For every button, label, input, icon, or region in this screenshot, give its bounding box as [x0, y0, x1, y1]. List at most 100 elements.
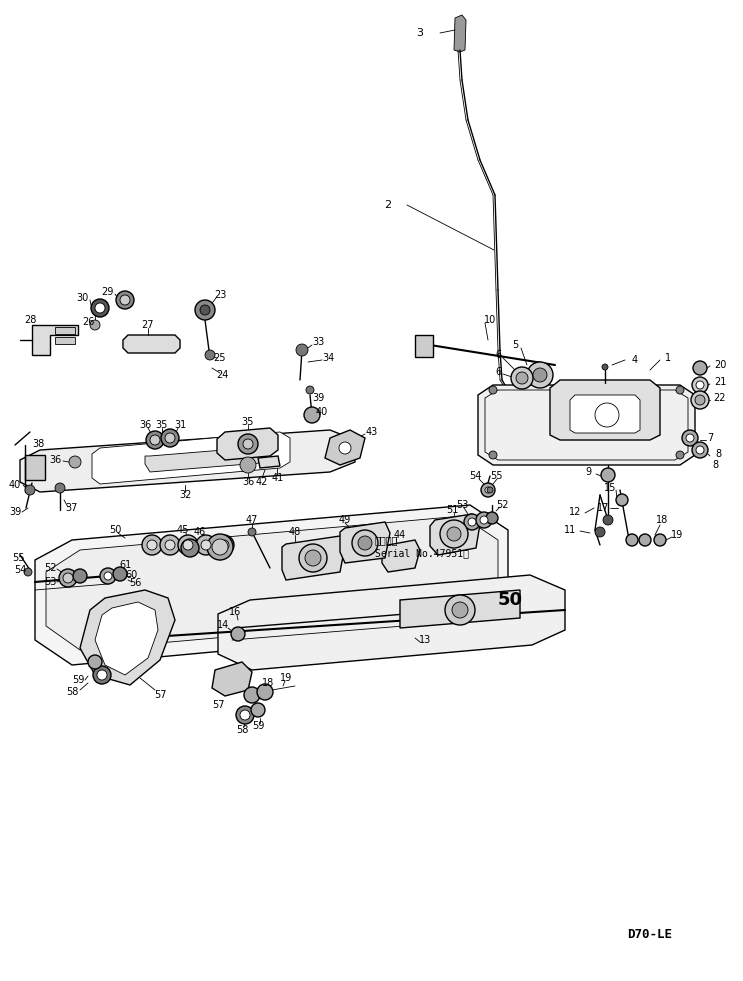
Text: 33: 33 — [312, 337, 324, 347]
Text: 42: 42 — [256, 477, 268, 487]
Circle shape — [626, 534, 638, 546]
Text: 36: 36 — [49, 455, 61, 465]
Circle shape — [116, 291, 134, 309]
Circle shape — [236, 706, 254, 724]
Circle shape — [196, 535, 216, 555]
Circle shape — [516, 372, 528, 384]
Circle shape — [616, 494, 628, 506]
Text: 57: 57 — [212, 700, 224, 710]
Text: D70-LE: D70-LE — [628, 928, 672, 942]
Text: 30: 30 — [76, 293, 88, 303]
Text: 4: 4 — [632, 355, 638, 365]
Polygon shape — [46, 516, 498, 650]
Text: 28: 28 — [24, 315, 36, 325]
Text: 52: 52 — [44, 563, 56, 573]
Circle shape — [602, 364, 608, 370]
Circle shape — [358, 536, 372, 550]
Circle shape — [639, 534, 651, 546]
Text: 41: 41 — [272, 473, 284, 483]
Circle shape — [595, 527, 605, 537]
Text: 8: 8 — [712, 460, 718, 470]
Polygon shape — [80, 590, 175, 685]
Text: 15: 15 — [604, 483, 616, 493]
Circle shape — [452, 602, 468, 618]
Text: 60: 60 — [126, 570, 138, 580]
Circle shape — [696, 446, 704, 454]
Circle shape — [25, 485, 35, 495]
Circle shape — [682, 430, 698, 446]
Text: 34: 34 — [322, 353, 334, 363]
Text: 18: 18 — [262, 678, 274, 688]
Text: 16: 16 — [229, 607, 241, 617]
Text: 53: 53 — [44, 577, 56, 587]
Text: 36: 36 — [139, 420, 151, 430]
Text: 54: 54 — [469, 471, 481, 481]
Circle shape — [90, 320, 100, 330]
Text: 59: 59 — [72, 675, 84, 685]
Circle shape — [73, 569, 87, 583]
Text: 6: 6 — [495, 367, 501, 377]
Circle shape — [686, 434, 694, 442]
Circle shape — [489, 386, 497, 394]
Circle shape — [693, 361, 707, 375]
Polygon shape — [95, 602, 158, 675]
Circle shape — [165, 433, 175, 443]
Circle shape — [240, 457, 256, 473]
Text: 37: 37 — [66, 503, 78, 513]
Text: 55: 55 — [12, 553, 25, 563]
Circle shape — [55, 483, 65, 493]
Text: 1: 1 — [665, 353, 671, 363]
Polygon shape — [32, 325, 78, 355]
Circle shape — [352, 530, 378, 556]
Text: 61: 61 — [119, 560, 131, 570]
Text: 19: 19 — [280, 673, 292, 683]
Circle shape — [304, 407, 320, 423]
Polygon shape — [92, 432, 290, 484]
Text: 適用号機: 適用号機 — [375, 535, 398, 545]
Circle shape — [296, 344, 308, 356]
Polygon shape — [550, 380, 660, 440]
Text: 51: 51 — [446, 505, 458, 515]
Text: 44: 44 — [394, 530, 406, 540]
Circle shape — [603, 515, 613, 525]
Circle shape — [676, 451, 684, 459]
Text: 40: 40 — [9, 480, 21, 490]
Text: 31: 31 — [174, 420, 186, 430]
Text: 57: 57 — [154, 690, 166, 700]
Circle shape — [485, 487, 491, 493]
Polygon shape — [35, 505, 508, 665]
Circle shape — [97, 670, 107, 680]
Circle shape — [93, 666, 111, 684]
Text: 32: 32 — [179, 490, 191, 500]
Circle shape — [692, 377, 708, 393]
Bar — [55, 337, 75, 344]
Circle shape — [63, 573, 73, 583]
Circle shape — [447, 527, 461, 541]
Circle shape — [476, 512, 492, 528]
Circle shape — [181, 539, 199, 557]
Circle shape — [69, 456, 81, 468]
Polygon shape — [430, 514, 480, 555]
Text: 13: 13 — [419, 635, 431, 645]
Text: 11: 11 — [564, 525, 576, 535]
Text: 46: 46 — [194, 527, 206, 537]
Text: 10: 10 — [484, 315, 496, 325]
Circle shape — [595, 403, 619, 427]
Circle shape — [489, 451, 497, 459]
Text: 8: 8 — [715, 449, 721, 459]
Text: 59: 59 — [252, 721, 265, 731]
Text: 17: 17 — [597, 503, 609, 513]
Polygon shape — [25, 455, 45, 480]
Text: 2: 2 — [384, 200, 392, 210]
Circle shape — [113, 567, 127, 581]
Circle shape — [150, 435, 160, 445]
Circle shape — [195, 300, 215, 320]
Bar — [415, 335, 433, 357]
Circle shape — [305, 550, 321, 566]
Circle shape — [100, 568, 116, 584]
Circle shape — [511, 367, 533, 389]
Text: 43: 43 — [366, 427, 378, 437]
Circle shape — [214, 535, 234, 555]
Polygon shape — [123, 335, 180, 353]
Polygon shape — [258, 456, 280, 468]
